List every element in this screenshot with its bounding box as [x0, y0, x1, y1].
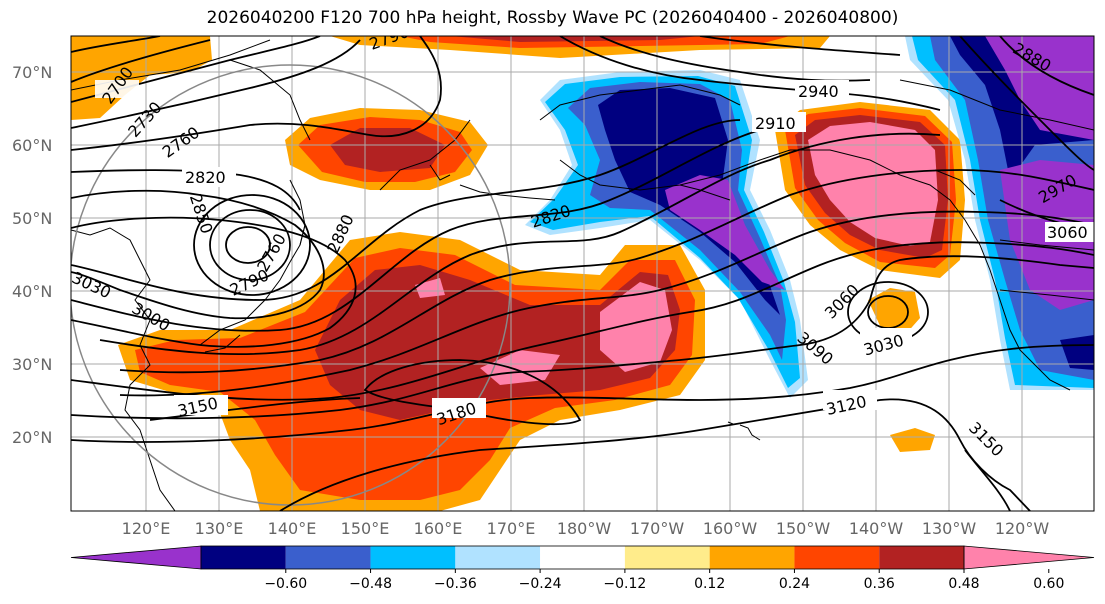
anomaly-negative-patch: [985, 36, 1094, 140]
colorbar-tick-label: 0.24: [779, 576, 810, 592]
lon-label: 120°E: [122, 519, 171, 538]
colorbar-extend-max: [963, 545, 1095, 570]
anomaly-positive-patch: [330, 128, 445, 172]
contour-label: 2910: [755, 114, 796, 133]
coastlines: [71, 39, 1094, 511]
map-frame: [70, 35, 1095, 512]
anomaly-positive-patch: [450, 36, 700, 42]
anomaly-positive-patch: [868, 288, 920, 335]
anomaly-positive-patch: [480, 350, 560, 385]
lat-label-40n: 40°N: [12, 282, 52, 301]
lon-label: 140°E: [268, 519, 317, 538]
height-contours: [71, 36, 1094, 511]
anomaly-positive-patch: [71, 36, 212, 120]
colorbar-segment: [709, 546, 795, 569]
anomaly-positive-patch: [890, 428, 935, 452]
colorbar-segment: [285, 546, 371, 569]
colorbar-tick-label: 0.12: [694, 576, 725, 592]
latitude-labels: 70°N 60°N 50°N 40°N 30°N 20°N: [12, 63, 52, 447]
lon-label: 160°E: [414, 519, 463, 538]
lon-label: 180°W: [557, 519, 612, 538]
contour-label: 3060: [1047, 223, 1088, 242]
colorbar-segment: [794, 546, 880, 569]
colorbar-segment: [540, 546, 625, 569]
anomaly-positive-patch: [315, 265, 680, 420]
lon-label: 160°W: [703, 519, 758, 538]
anomaly-negative-patch: [1060, 335, 1094, 370]
colorbar-tick-label: 0.60: [1033, 576, 1064, 592]
colorbar-tick-label: −0.24: [519, 576, 562, 592]
colorbar-segment: [624, 546, 710, 569]
lon-label: 170°E: [487, 519, 536, 538]
lat-label-20n: 20°N: [12, 428, 52, 447]
lon-label: 130°W: [922, 519, 977, 538]
lon-label: 150°W: [776, 519, 831, 538]
colorbar-tick-label: 0.48: [948, 576, 979, 592]
colorbar-tick-label: −0.36: [434, 576, 477, 592]
map-title: 2026040200 F120 700 hPa height, Rossby W…: [206, 8, 899, 28]
colorbar: −0.60 −0.48 −0.36 −0.24 −0.12 0.12 0.24 0.36 0.4…: [70, 545, 1095, 592]
longitude-labels: 120°E 130°E 140°E 150°E 160°E 170°E 180°…: [122, 519, 1050, 538]
map-panel: 2700 2730 2760 2820 2850 2790 2760 2880 …: [71, 36, 1094, 511]
lat-label-50n: 50°N: [12, 209, 52, 228]
colorbar-segment: [879, 546, 964, 569]
colorbar-segment: [370, 546, 456, 569]
gridlines: [71, 36, 1094, 511]
colorbar-tick-label: 0.36: [864, 576, 895, 592]
colorbar-tick-label: −0.12: [603, 576, 646, 592]
colorbar-segment: [455, 546, 541, 569]
lon-label: 140°W: [849, 519, 904, 538]
lon-label: 150°E: [341, 519, 390, 538]
colorbar-tick-label: −0.60: [264, 576, 307, 592]
lon-label: 120°W: [995, 519, 1050, 538]
colorbar-extend-min: [70, 545, 202, 570]
colorbar-frame: [200, 545, 965, 570]
lat-label-30n: 30°N: [12, 355, 52, 374]
lon-label: 170°W: [630, 519, 685, 538]
colorbar-segment: [201, 546, 286, 569]
contour-label: 2820: [185, 168, 226, 187]
anomaly-negative-patch: [665, 175, 785, 290]
colorbar-tick-label: −0.48: [349, 576, 392, 592]
lon-label: 130°E: [195, 519, 244, 538]
anomaly-positive-patch: [600, 282, 672, 372]
lat-label-60n: 60°N: [12, 136, 52, 155]
contour-label: 2940: [798, 82, 839, 101]
lat-label-70n: 70°N: [12, 63, 52, 82]
